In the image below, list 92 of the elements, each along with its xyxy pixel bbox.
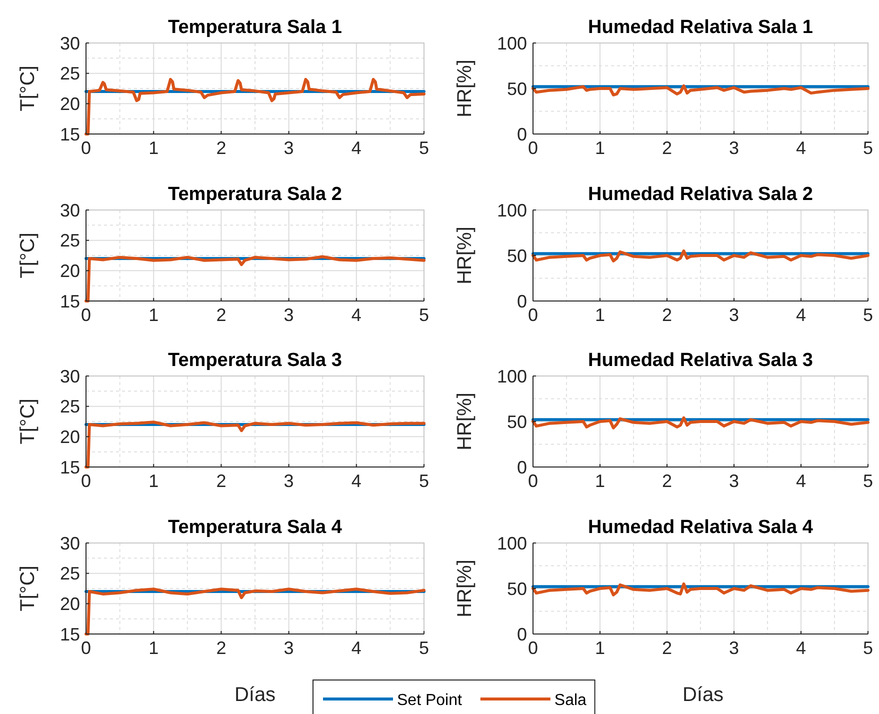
y-tick-label: 50 bbox=[506, 78, 527, 99]
y-tick-label: 25 bbox=[60, 396, 80, 417]
x-axis-title: Días bbox=[234, 684, 276, 706]
line-series bbox=[532, 249, 870, 262]
y-tick-label: 50 bbox=[506, 578, 527, 599]
y-axis-title: T[°C] bbox=[17, 232, 39, 278]
y-tick-label: 100 bbox=[496, 366, 527, 386]
y-tick-label: 0 bbox=[516, 457, 527, 478]
x-tick-label: 3 bbox=[728, 138, 740, 158]
y-tick-label: 0 bbox=[516, 291, 527, 312]
y-tick-label: 0 bbox=[516, 124, 527, 144]
y-tick-label: 50 bbox=[506, 412, 527, 432]
x-tick-label: 1 bbox=[148, 638, 159, 658]
legend-label: Sala bbox=[554, 692, 587, 709]
y-tick-label: 20 bbox=[60, 94, 80, 114]
x-tick-label: 3 bbox=[284, 138, 294, 158]
y-tick-label: 30 bbox=[60, 200, 80, 220]
x-tick-label: 4 bbox=[796, 471, 806, 491]
x-tick-label: 5 bbox=[862, 638, 874, 658]
y-tick-label: 100 bbox=[496, 200, 527, 220]
x-tick-label: 5 bbox=[418, 638, 430, 658]
x-axis-title: Días bbox=[682, 684, 724, 706]
x-tick-label: 3 bbox=[728, 471, 740, 491]
y-axis-title: HR[%] bbox=[454, 560, 476, 618]
x-tick-label: 4 bbox=[796, 638, 806, 658]
y-axis-title: HR[%] bbox=[454, 60, 476, 118]
x-tick-label: 4 bbox=[796, 305, 806, 325]
x-tick-label: 5 bbox=[418, 138, 430, 158]
y-tick-label: 0 bbox=[516, 624, 527, 644]
chart-title: Temperatura Sala 2 bbox=[168, 184, 342, 205]
y-tick-label: 15 bbox=[60, 124, 80, 144]
y-tick-label: 30 bbox=[60, 33, 80, 54]
x-tick-label: 2 bbox=[216, 305, 226, 325]
y-tick-label: 100 bbox=[496, 533, 527, 554]
x-tick-label: 1 bbox=[594, 305, 606, 325]
y-tick-label: 15 bbox=[60, 457, 80, 478]
legend-label: Set Point bbox=[397, 692, 462, 709]
x-tick-label: 1 bbox=[148, 305, 159, 325]
x-tick-label: 3 bbox=[728, 638, 740, 658]
y-tick-label: 20 bbox=[60, 426, 80, 447]
x-tick-label: 5 bbox=[418, 305, 430, 325]
y-tick-label: 20 bbox=[60, 260, 80, 281]
x-tick-label: 5 bbox=[862, 471, 874, 491]
chart-title: Temperatura Sala 3 bbox=[168, 350, 342, 371]
y-tick-label: 20 bbox=[60, 594, 80, 614]
y-tick-label: 30 bbox=[60, 533, 80, 554]
x-tick-label: 3 bbox=[728, 305, 740, 325]
x-tick-label: 1 bbox=[594, 138, 606, 158]
x-tick-label: 1 bbox=[148, 471, 159, 491]
x-tick-label: 5 bbox=[862, 138, 874, 158]
line-series bbox=[532, 582, 870, 596]
chart-title: Humedad Relativa Sala 2 bbox=[588, 184, 813, 205]
chart-title: Humedad Relativa Sala 4 bbox=[588, 517, 814, 538]
line-series bbox=[532, 416, 870, 430]
x-tick-label: 4 bbox=[796, 138, 806, 158]
x-tick-label: 4 bbox=[351, 471, 362, 491]
x-tick-label: 2 bbox=[662, 638, 672, 658]
y-tick-label: 25 bbox=[60, 64, 80, 84]
x-tick-label: 5 bbox=[418, 471, 430, 491]
x-tick-label: 4 bbox=[351, 305, 362, 325]
chart-title: Humedad Relativa Sala 3 bbox=[588, 350, 813, 371]
chart-title: Temperatura Sala 4 bbox=[168, 517, 342, 538]
x-tick-label: 1 bbox=[594, 638, 606, 658]
x-tick-label: 2 bbox=[216, 638, 226, 658]
x-tick-label: 3 bbox=[284, 471, 294, 491]
y-tick-label: 15 bbox=[60, 624, 80, 644]
x-tick-label: 3 bbox=[284, 638, 294, 658]
y-tick-label: 50 bbox=[506, 246, 527, 266]
chart-title: Temperatura Sala 1 bbox=[168, 17, 342, 38]
x-tick-label: 1 bbox=[594, 471, 606, 491]
y-axis-title: T[°C] bbox=[17, 566, 39, 612]
y-axis-title: HR[%] bbox=[454, 392, 476, 450]
x-tick-label: 3 bbox=[284, 305, 294, 325]
x-tick-label: 2 bbox=[662, 305, 672, 325]
x-tick-label: 2 bbox=[216, 138, 226, 158]
x-tick-label: 5 bbox=[862, 305, 874, 325]
x-tick-label: 1 bbox=[148, 138, 159, 158]
y-tick-label: 25 bbox=[60, 564, 80, 584]
y-axis-title: T[°C] bbox=[17, 398, 39, 444]
x-tick-label: 2 bbox=[216, 471, 226, 491]
y-axis-title: HR[%] bbox=[454, 226, 476, 284]
x-tick-label: 2 bbox=[662, 138, 672, 158]
y-tick-label: 25 bbox=[60, 230, 80, 251]
y-tick-label: 100 bbox=[496, 33, 527, 54]
x-tick-label: 4 bbox=[351, 138, 362, 158]
x-tick-label: 2 bbox=[662, 471, 672, 491]
x-tick-label: 4 bbox=[351, 638, 362, 658]
line-series bbox=[532, 84, 870, 96]
y-tick-label: 15 bbox=[60, 291, 80, 312]
y-tick-label: 30 bbox=[60, 366, 80, 386]
y-axis-title: T[°C] bbox=[17, 66, 39, 112]
chart-title: Humedad Relativa Sala 1 bbox=[588, 17, 814, 38]
